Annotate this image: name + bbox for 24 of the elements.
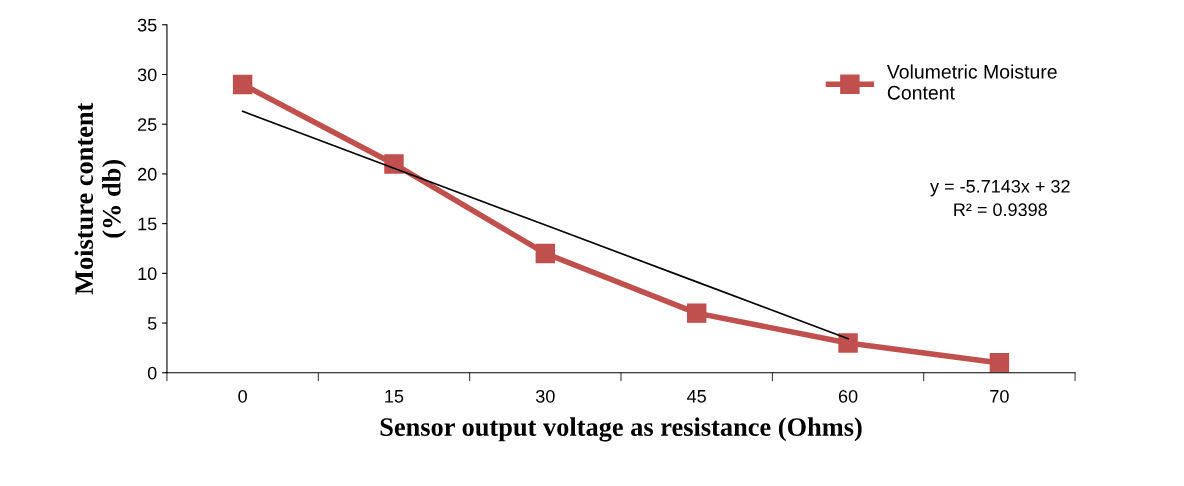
x-axis-title: Sensor output voltage as resistance (Ohms): [380, 417, 862, 442]
y-tick-label: 10: [138, 267, 157, 281]
x-tick-label: 15: [385, 390, 404, 403]
y-tick-label: 30: [137, 68, 157, 82]
y-tick-label: 35: [137, 18, 157, 32]
point: [686, 303, 707, 323]
point: [384, 154, 404, 174]
x-tick-label: 30: [535, 389, 555, 403]
annotation: y = -5.7143x + 32 R² = 0.9398: [930, 179, 1070, 217]
y-tick-label: 25: [138, 118, 157, 131]
x-tick-label: 70: [990, 389, 1009, 403]
y-tick-label: 15: [138, 217, 157, 231]
x-tick-label: 0: [238, 389, 247, 403]
point: [232, 74, 253, 95]
y-tick-label: 0: [147, 366, 157, 380]
point: [989, 353, 1010, 373]
point: [535, 243, 556, 264]
legend-label: Volumetric Moisture Content: [886, 64, 1057, 100]
y-axis-title: Moisture content (% db): [74, 102, 127, 295]
x-tick-label: 60: [838, 389, 858, 403]
x-tick-label: 45: [687, 390, 706, 403]
y-tick-label: 5: [147, 317, 157, 330]
point: [838, 333, 858, 353]
y-tick-label: 20: [138, 167, 157, 181]
